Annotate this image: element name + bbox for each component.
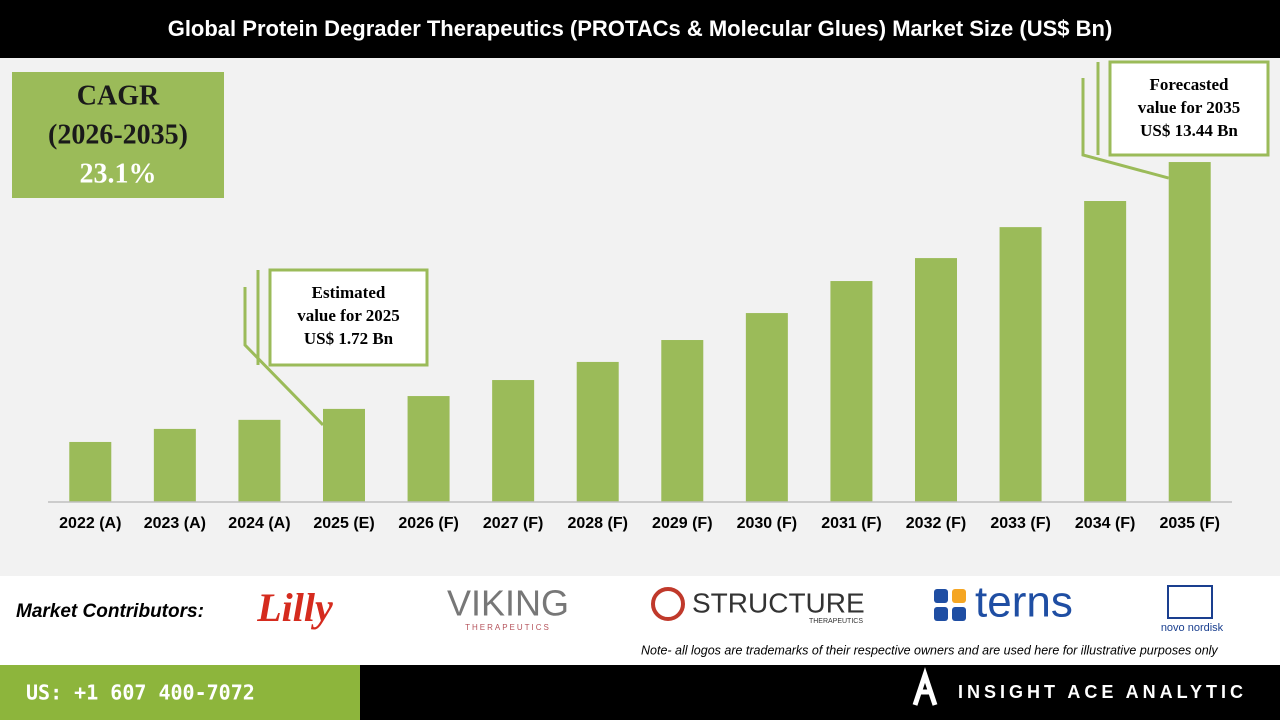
annotation-text: US$ 1.72 Bn (304, 329, 394, 348)
logo-terns: terns (975, 578, 1073, 627)
annotation-text: US$ 13.44 Bn (1140, 121, 1238, 140)
x-tick-label: 2027 (F) (483, 515, 543, 532)
terns-icon (934, 589, 966, 621)
chart-title: Global Protein Degrader Therapeutics (PR… (168, 16, 1113, 41)
footer-phone-band (0, 665, 360, 720)
cagr-label: CAGR (77, 80, 160, 111)
x-tick-label: 2031 (F) (821, 515, 881, 532)
x-tick-label: 2026 (F) (398, 515, 458, 532)
bar (745, 313, 788, 502)
annotation-connector (243, 287, 325, 426)
x-tick-label: 2024 (A) (228, 515, 290, 532)
x-tick-label: 2029 (F) (652, 515, 712, 532)
logo-viking-sub: THERAPEUTICS (465, 623, 551, 632)
contributors-label: Market Contributors: (16, 601, 204, 622)
bar (153, 428, 196, 502)
annotation-box (268, 268, 429, 367)
plot: 2022 (A) 2023 (A) 2024 (A) 2025 (E) 2026 (F)… (48, 60, 1270, 532)
x-tick-label: 2033 (F) (990, 515, 1050, 532)
footer-brand: INSIGHT ACE ANALYTIC (958, 682, 1247, 702)
x-tick-label: 2030 (F) (737, 515, 797, 532)
logo-novo: novo nordisk (1161, 622, 1224, 634)
annotation-connector (1081, 78, 1170, 180)
x-tick-label: 2035 (F) (1159, 515, 1219, 532)
footer-phone: US: +1 607 400-7072 (26, 681, 255, 705)
bar (661, 340, 704, 502)
bar (407, 396, 450, 502)
x-tick-label: 2032 (F) (906, 515, 966, 532)
novo-icon (1167, 585, 1213, 619)
annotation-text: Forecasted (1150, 75, 1230, 94)
bar (1084, 201, 1127, 502)
title-bar (0, 0, 1280, 58)
x-tick-label: 2025 (E) (313, 515, 374, 532)
annotation-text: value for 2025 (297, 306, 400, 325)
bar (1168, 162, 1211, 502)
x-tick-label: 2028 (F) (567, 515, 627, 532)
bar (576, 361, 619, 502)
annotation-text: value for 2035 (1138, 98, 1241, 117)
logo-viking: VIKING (447, 583, 569, 624)
logo-structure-sub: THERAPEUTICS (809, 618, 863, 625)
bar (69, 441, 112, 502)
logo-structure: STRUCTURE (692, 587, 865, 618)
logo-note: Note- all logos are trademarks of their … (641, 643, 1218, 657)
bar (999, 227, 1042, 502)
footer-brand-band (360, 665, 1280, 720)
bar (492, 380, 535, 502)
annotation-text: Estimated (312, 283, 386, 302)
bar (238, 419, 281, 502)
x-tick-label: 2034 (F) (1075, 515, 1135, 532)
logo-lilly: Lilly (256, 585, 333, 630)
cagr-period: (2026-2035) (48, 119, 188, 150)
x-tick-label: 2023 (A) (144, 515, 206, 532)
contributors-band (0, 576, 1280, 665)
bar (830, 281, 873, 502)
brand-icon (912, 667, 938, 706)
structure-icon (651, 587, 685, 621)
bar (323, 408, 365, 502)
cagr-box (12, 72, 224, 198)
x-tick-label: 2022 (A) (59, 515, 121, 532)
annotation-box (1108, 60, 1270, 157)
bar (915, 258, 957, 502)
cagr-value: 23.1% (80, 158, 157, 189)
